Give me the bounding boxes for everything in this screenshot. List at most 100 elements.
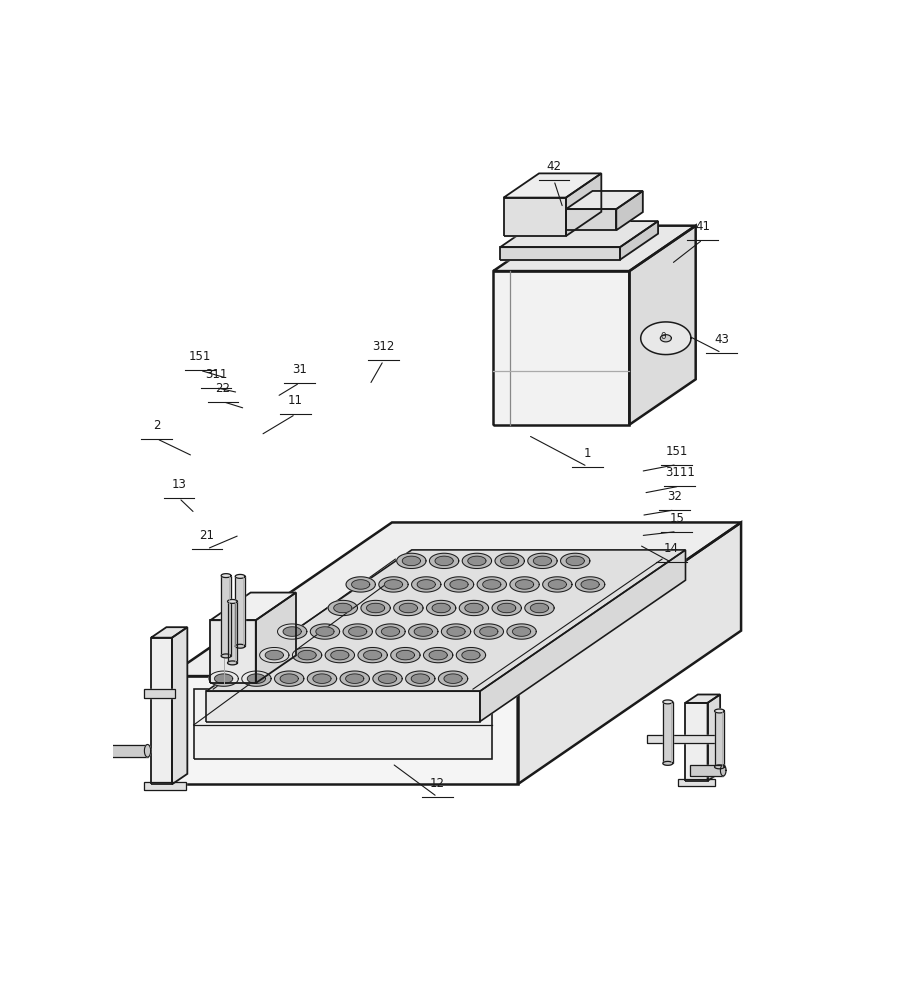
Polygon shape xyxy=(378,725,403,740)
Polygon shape xyxy=(144,689,176,698)
Polygon shape xyxy=(515,580,533,589)
Polygon shape xyxy=(367,603,385,613)
Text: 32: 32 xyxy=(668,490,682,503)
Polygon shape xyxy=(238,736,261,752)
Polygon shape xyxy=(399,603,417,613)
Polygon shape xyxy=(385,580,403,589)
Polygon shape xyxy=(449,731,473,746)
Polygon shape xyxy=(492,600,522,616)
Polygon shape xyxy=(343,719,368,735)
Polygon shape xyxy=(331,650,349,660)
Polygon shape xyxy=(566,556,584,566)
Polygon shape xyxy=(685,695,720,703)
Polygon shape xyxy=(280,674,298,683)
Polygon shape xyxy=(222,574,231,578)
Polygon shape xyxy=(228,601,237,663)
Polygon shape xyxy=(358,647,387,663)
Polygon shape xyxy=(378,577,408,592)
Polygon shape xyxy=(343,736,368,752)
Polygon shape xyxy=(430,553,459,569)
Text: 151: 151 xyxy=(666,445,688,458)
Text: 11: 11 xyxy=(288,394,303,407)
Polygon shape xyxy=(501,556,519,566)
Polygon shape xyxy=(273,731,296,746)
Text: 14: 14 xyxy=(664,542,678,555)
Polygon shape xyxy=(714,711,724,767)
Polygon shape xyxy=(414,725,438,740)
Polygon shape xyxy=(144,782,186,790)
Polygon shape xyxy=(343,731,368,746)
Polygon shape xyxy=(316,627,334,636)
Polygon shape xyxy=(235,644,245,648)
Polygon shape xyxy=(414,627,432,636)
Polygon shape xyxy=(500,247,620,260)
Polygon shape xyxy=(363,650,382,660)
Polygon shape xyxy=(396,553,426,569)
Polygon shape xyxy=(308,725,332,740)
Polygon shape xyxy=(714,765,724,769)
Text: 43: 43 xyxy=(714,333,729,346)
Polygon shape xyxy=(542,577,572,592)
Polygon shape xyxy=(531,603,549,613)
Text: 311: 311 xyxy=(205,368,227,381)
Polygon shape xyxy=(203,736,226,752)
Text: 312: 312 xyxy=(372,340,395,353)
Polygon shape xyxy=(151,627,187,638)
Polygon shape xyxy=(168,676,517,784)
Polygon shape xyxy=(211,620,256,683)
Text: 151: 151 xyxy=(188,350,211,363)
Text: 41: 41 xyxy=(696,220,710,233)
Polygon shape xyxy=(346,674,364,683)
Polygon shape xyxy=(439,671,468,686)
Polygon shape xyxy=(228,599,237,603)
Polygon shape xyxy=(721,765,726,776)
Polygon shape xyxy=(714,709,724,713)
Polygon shape xyxy=(507,624,536,639)
Polygon shape xyxy=(310,624,340,639)
Polygon shape xyxy=(576,577,605,592)
Polygon shape xyxy=(663,700,673,704)
Polygon shape xyxy=(474,624,504,639)
Polygon shape xyxy=(275,671,304,686)
Polygon shape xyxy=(581,580,599,589)
Polygon shape xyxy=(517,522,741,784)
Polygon shape xyxy=(194,689,493,759)
Polygon shape xyxy=(328,600,358,616)
Polygon shape xyxy=(256,593,296,683)
Polygon shape xyxy=(412,577,441,592)
Polygon shape xyxy=(444,577,474,592)
Polygon shape xyxy=(238,731,261,746)
Polygon shape xyxy=(343,624,372,639)
Polygon shape xyxy=(238,719,261,735)
Polygon shape xyxy=(409,624,438,639)
Polygon shape xyxy=(447,627,465,636)
Polygon shape xyxy=(429,650,447,660)
Polygon shape xyxy=(566,209,616,230)
Polygon shape xyxy=(465,603,483,613)
Polygon shape xyxy=(620,221,658,260)
Polygon shape xyxy=(203,725,226,740)
Polygon shape xyxy=(405,671,435,686)
Polygon shape xyxy=(504,198,566,236)
Polygon shape xyxy=(629,226,696,425)
Polygon shape xyxy=(533,556,551,566)
Polygon shape xyxy=(685,703,707,781)
Polygon shape xyxy=(462,553,492,569)
Polygon shape xyxy=(414,719,438,735)
Polygon shape xyxy=(373,671,402,686)
Polygon shape xyxy=(283,627,301,636)
Polygon shape xyxy=(349,627,367,636)
Polygon shape xyxy=(265,650,284,660)
Polygon shape xyxy=(479,627,498,636)
Polygon shape xyxy=(211,593,296,620)
Polygon shape xyxy=(308,731,332,746)
Polygon shape xyxy=(663,702,673,763)
Polygon shape xyxy=(468,556,486,566)
Polygon shape xyxy=(206,691,480,722)
Text: 2: 2 xyxy=(153,419,160,432)
Polygon shape xyxy=(235,574,245,578)
Polygon shape xyxy=(106,745,113,757)
Polygon shape xyxy=(241,671,271,686)
Polygon shape xyxy=(259,647,289,663)
Polygon shape xyxy=(495,553,524,569)
